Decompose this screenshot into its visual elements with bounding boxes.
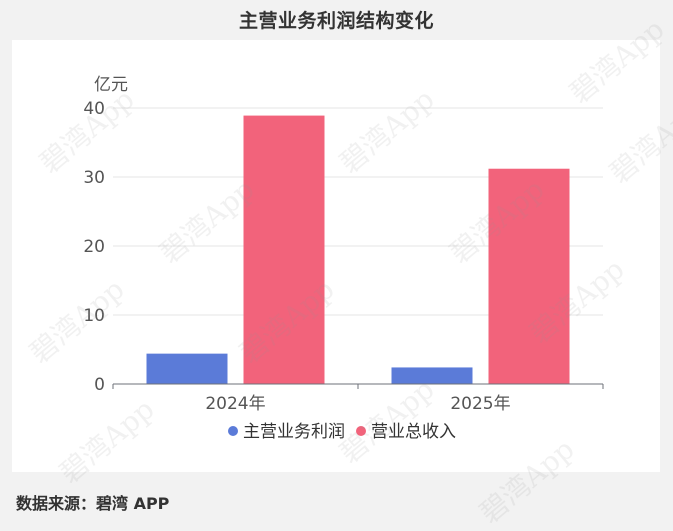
legend-label[interactable]: 营业总收入 <box>371 422 456 442</box>
y-tick-labels: 0 10 20 30 40 <box>83 99 105 395</box>
bar-revenue-1 <box>488 168 570 384</box>
legend-label[interactable]: 主营业务利润 <box>243 422 345 442</box>
y-axis-unit: 亿元 <box>94 75 128 95</box>
y-tick-label: 10 <box>83 306 105 326</box>
bar-profit-0 <box>146 353 228 384</box>
y-tick-label: 30 <box>83 168 105 188</box>
legend-swatch[interactable] <box>228 426 238 436</box>
y-tick-label: 0 <box>94 375 105 395</box>
bar-profit-1 <box>391 367 473 384</box>
y-tick-label: 40 <box>83 99 105 119</box>
x-tick-label: 2024年 <box>205 394 265 414</box>
bars <box>146 115 570 384</box>
y-tick-label: 20 <box>83 237 105 257</box>
legend-swatch[interactable] <box>356 426 366 436</box>
legend: 主营业务利润 营业总收入 <box>228 422 456 442</box>
data-source: 数据来源：碧湾 APP <box>16 494 170 513</box>
x-tick-labels: 2024年 2025年 <box>112 384 604 414</box>
x-tick-label: 2025年 <box>450 394 510 414</box>
chart-title: 主营业务利润结构变化 <box>238 10 434 32</box>
bar-revenue-0 <box>243 115 325 384</box>
